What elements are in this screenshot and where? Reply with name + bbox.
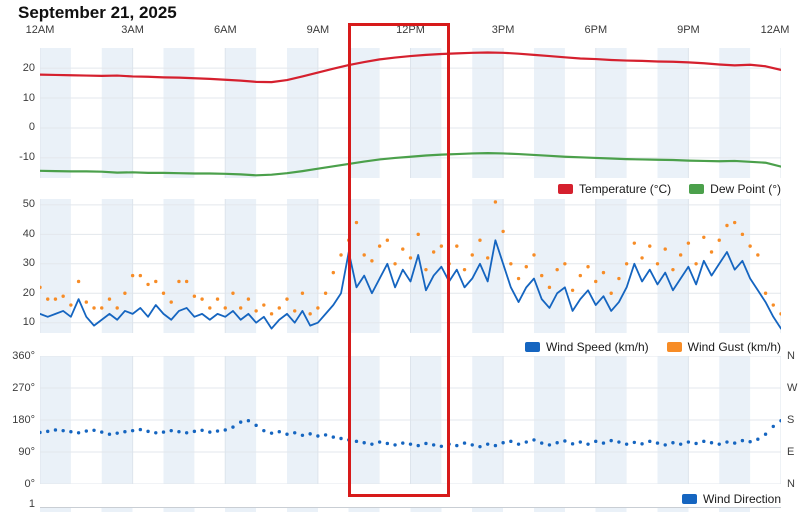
y-tick-label: 360° [12,349,35,362]
wind-direction-chart [40,356,781,484]
compass-tick-label: N [787,349,795,362]
y-tick-label: 30 [22,257,35,270]
dew-point-legend-swatch [689,184,705,194]
y-tick-label: 40 [22,227,35,240]
wind-gust-legend-label: Wind Gust (km/h) [687,340,781,354]
y-tick-label: 0 [28,121,35,134]
wind-direction-legend-swatch [681,494,697,504]
y-tick-label: 10 [22,316,35,329]
next-chart-tick-label: 1 [28,498,35,510]
y-tick-label: 270° [12,381,35,394]
x-axis-tick-label: 9AM [306,24,330,36]
y-tick-label: 20 [22,286,35,299]
y-tick-label: -10 [19,151,35,164]
y-tick-label: 90° [18,445,35,458]
y-tick-label: 10 [22,91,35,104]
y-tick-label: 50 [22,198,35,211]
wind-speed-legend-label: Wind Speed (km/h) [545,340,649,354]
temperature-legend-label: Temperature (°C) [579,182,672,196]
wind-speed-gust-chart [40,199,781,333]
y-tick-label: 20 [22,61,35,74]
next-chart-axis-line [40,507,781,508]
temperature-dewpoint-chart [40,48,781,178]
temperature-legend-swatch [558,184,574,194]
page-title: September 21, 2025 [18,3,177,22]
x-axis-tick-label: 9PM [677,24,700,36]
x-axis-tick-label: 3PM [491,24,515,36]
x-axis-tick-label: 3AM [121,24,144,36]
compass-tick-label: N [787,477,795,490]
next-chart-stripe-band [40,508,781,512]
wind-speed-legend-swatch [524,342,540,352]
compass-tick-label: S [787,413,795,426]
x-axis-tick-label: 6AM [213,24,237,36]
x-axis-tick-label: 6PM [584,24,608,36]
compass-tick-label: W [787,381,798,394]
compass-tick-label: E [787,445,795,458]
y-tick-label: 0° [24,477,35,490]
x-axis-tick-label: 12AM [25,24,55,36]
x-axis-tick-label: 12AM [760,24,790,36]
dew-point-legend-label: Dew Point (°) [710,182,781,196]
wind-direction-chart-legend: Wind Direction [681,492,781,506]
y-tick-label: 180° [12,413,35,426]
wind-gust-legend-swatch [666,342,682,352]
x-axis-tick-label: 12PM [396,24,425,36]
wind-chart-legend: Wind Speed (km/h) Wind Gust (km/h) [524,340,781,354]
wind-direction-legend-label: Wind Direction [702,492,781,506]
temperature-chart-legend: Temperature (°C) Dew Point (°) [558,182,781,196]
